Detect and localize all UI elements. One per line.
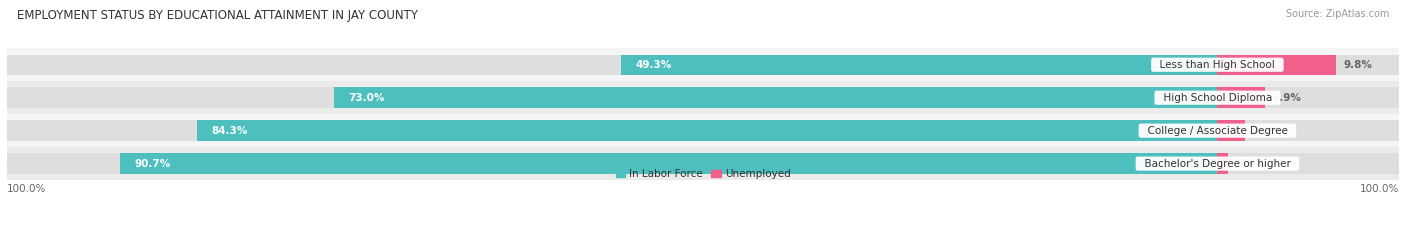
Bar <box>1218 55 1399 75</box>
Text: 90.7%: 90.7% <box>134 159 170 169</box>
Bar <box>7 114 1399 147</box>
Bar <box>1218 120 1246 141</box>
Bar <box>7 55 1218 75</box>
Text: 100.0%: 100.0% <box>7 184 46 194</box>
Text: 2.3%: 2.3% <box>1253 126 1281 136</box>
Bar <box>7 81 1399 114</box>
Bar <box>1218 153 1229 174</box>
Bar <box>620 55 1218 75</box>
Bar <box>7 153 1218 174</box>
Text: Source: ZipAtlas.com: Source: ZipAtlas.com <box>1285 9 1389 19</box>
Text: High School Diploma: High School Diploma <box>1157 93 1278 103</box>
Text: 73.0%: 73.0% <box>349 93 385 103</box>
Text: EMPLOYMENT STATUS BY EDUCATIONAL ATTAINMENT IN JAY COUNTY: EMPLOYMENT STATUS BY EDUCATIONAL ATTAINM… <box>17 9 418 22</box>
Bar <box>197 120 1218 141</box>
Bar <box>120 153 1218 174</box>
Text: 100.0%: 100.0% <box>1360 184 1399 194</box>
Text: College / Associate Degree: College / Associate Degree <box>1140 126 1294 136</box>
Bar <box>333 87 1218 108</box>
Bar <box>1218 55 1336 75</box>
Text: 9.8%: 9.8% <box>1343 60 1372 70</box>
Bar <box>7 87 1218 108</box>
Bar <box>7 48 1399 81</box>
Bar <box>1218 87 1264 108</box>
Text: 3.9%: 3.9% <box>1272 93 1301 103</box>
Text: Less than High School: Less than High School <box>1153 60 1281 70</box>
Bar <box>1218 153 1399 174</box>
Bar <box>7 147 1399 180</box>
Legend: In Labor Force, Unemployed: In Labor Force, Unemployed <box>612 165 794 183</box>
Bar <box>1218 87 1399 108</box>
Text: 49.3%: 49.3% <box>636 60 672 70</box>
Bar <box>1218 120 1399 141</box>
Text: Bachelor's Degree or higher: Bachelor's Degree or higher <box>1137 159 1298 169</box>
Text: 84.3%: 84.3% <box>211 126 247 136</box>
Bar <box>7 120 1218 141</box>
Text: 0.9%: 0.9% <box>1236 159 1264 169</box>
